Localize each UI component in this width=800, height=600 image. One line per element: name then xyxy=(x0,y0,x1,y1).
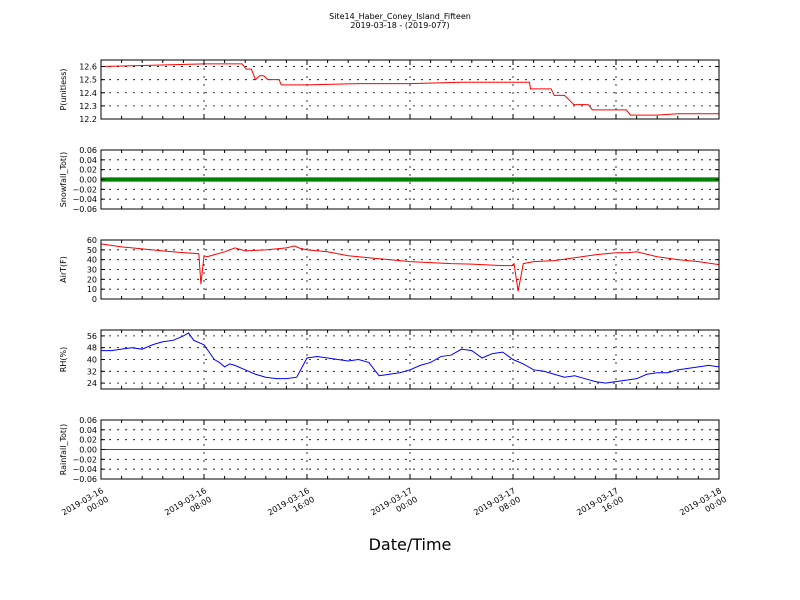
series-group xyxy=(101,63,719,116)
y-axis-label: P(unitless) xyxy=(59,68,68,110)
y-axis-label: Rainfall_Tot() xyxy=(59,424,68,476)
y-tick-label: 40 xyxy=(87,356,97,365)
series-group xyxy=(101,332,719,384)
y-tick-label: 12.2 xyxy=(79,115,97,124)
y-tick-label: −0.06 xyxy=(72,205,97,214)
series-group xyxy=(101,177,719,182)
y-tick-label: 0.02 xyxy=(79,436,97,445)
y-tick-label: 12.4 xyxy=(79,89,97,98)
y-tick-label: 0.06 xyxy=(79,416,97,425)
y-tick-label: 20 xyxy=(87,275,97,284)
y-tick-label: 0.06 xyxy=(79,146,97,155)
y-tick-label: −0.06 xyxy=(72,475,97,484)
grid xyxy=(101,240,719,299)
y-tick-label: 50 xyxy=(87,246,97,255)
y-tick-label: 0.00 xyxy=(79,176,97,185)
y-axis-label: Snowfall_Tot() xyxy=(59,152,68,208)
x-axis-label: Date/Time xyxy=(369,535,452,554)
figure-title: Site14_Haber_Coney_Island_Fifteen xyxy=(329,12,471,21)
y-tick-label: 48 xyxy=(87,344,97,353)
y-tick-label: −0.02 xyxy=(72,455,97,464)
y-tick-label: −0.04 xyxy=(72,195,97,204)
y-tick-label: 12.5 xyxy=(79,76,97,85)
subplot-5: 0.060.040.020.00−0.02−0.04−0.06 Rainfall_… xyxy=(59,416,720,484)
y-tick-label: 10 xyxy=(87,285,97,294)
series-line xyxy=(101,243,719,292)
y-axis-label: AirT(F) xyxy=(59,256,68,283)
y-tick-label: 60 xyxy=(87,236,97,245)
subplot-4: 56 48 40 32 24 RH(%) xyxy=(59,329,720,390)
y-tick-label: 56 xyxy=(87,332,97,341)
grid xyxy=(101,330,719,389)
y-tick-label: 24 xyxy=(87,379,97,388)
y-tick-label: 0.04 xyxy=(79,156,97,165)
series-line xyxy=(101,332,719,384)
grid xyxy=(101,150,719,209)
y-tick-label: 0.04 xyxy=(79,426,97,435)
subplot-2: 0.060.040.020.00−0.02−0.04−0.06 Snowfall_… xyxy=(59,146,720,214)
subplots: 12.212.312.412.512.6P(unitless)0.060.040… xyxy=(59,59,720,484)
y-tick-label: 0 xyxy=(92,295,97,304)
series-group xyxy=(101,243,719,292)
grid xyxy=(101,60,719,119)
y-tick-label: 30 xyxy=(87,266,97,275)
subplot-1: 12.2 12.3 12.4 12.5 12.6 P(unitless) xyxy=(59,59,720,124)
y-tick-label: −0.04 xyxy=(72,465,97,474)
y-tick-label: 40 xyxy=(87,256,97,265)
y-tick-label: 32 xyxy=(87,367,97,376)
y-tick-label: 0.02 xyxy=(79,166,97,175)
y-tick-label: 12.3 xyxy=(79,102,97,111)
y-axis-label: RH(%) xyxy=(59,347,68,372)
grid xyxy=(101,420,719,479)
y-tick-label: 12.6 xyxy=(79,63,97,72)
y-tick-label: −0.02 xyxy=(72,185,97,194)
series-line xyxy=(101,63,719,116)
figure-subtitle: 2019-03-18 - (2019-077) xyxy=(350,21,449,30)
y-tick-label: 0.00 xyxy=(79,446,97,455)
